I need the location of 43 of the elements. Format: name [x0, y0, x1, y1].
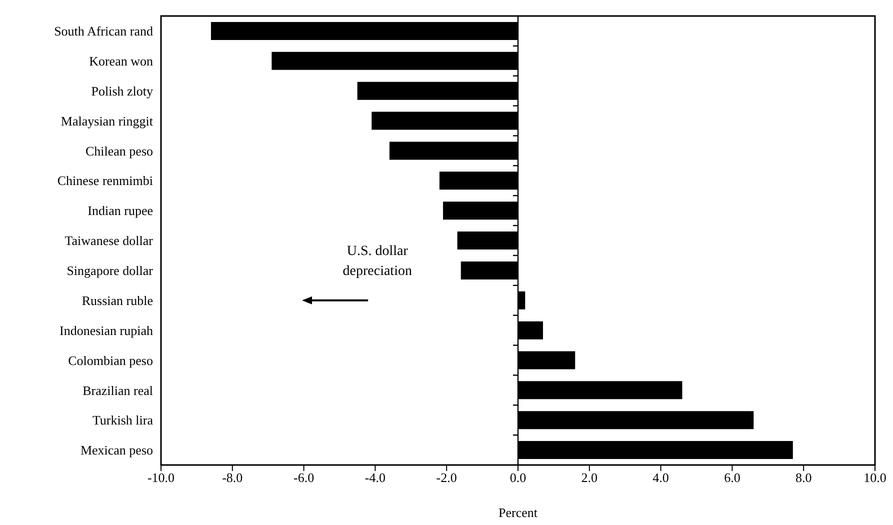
y-tick-label: Turkish lira [92, 412, 154, 428]
bar [518, 321, 543, 340]
bar [357, 82, 518, 100]
x-tick-label: -4.0 [364, 470, 386, 486]
bar [443, 202, 518, 220]
bar [457, 232, 518, 250]
x-tick-label: -10.0 [147, 470, 175, 486]
x-tick-label: 4.0 [652, 470, 669, 486]
x-tick-label: -6.0 [294, 470, 314, 486]
bar [389, 142, 518, 160]
y-tick-label: Polish zloty [91, 83, 154, 98]
bar [518, 411, 754, 430]
x-tick-label: 6.0 [724, 470, 740, 486]
annotation: U.S. dollar depreciation [342, 242, 413, 281]
y-tick-label: Taiwanese dollar [64, 233, 154, 248]
bar [210, 22, 518, 40]
y-tick-label: Indonesian rupiah [59, 322, 154, 338]
bar [372, 112, 518, 130]
y-tick-label: Malaysian ringgit [60, 113, 154, 128]
x-tick-label: 8.0 [795, 470, 812, 486]
y-tick-label: Mexican peso [80, 442, 153, 458]
bar [518, 291, 526, 310]
bar [460, 261, 518, 280]
bar [518, 381, 682, 400]
bar [518, 351, 576, 370]
x-tick-label: -2.0 [436, 470, 457, 486]
y-tick-label: South African rand [54, 24, 154, 39]
x-axis-title: Percent [498, 505, 538, 520]
bar [272, 52, 518, 70]
x-tick-label: 10.0 [864, 470, 886, 486]
bar [518, 441, 793, 460]
x-tick-label: 0.0 [510, 470, 526, 486]
y-tick-label: Singapore dollar [66, 263, 154, 278]
x-tick-label: -8.0 [222, 470, 243, 486]
y-tick-label: Brazilian real [82, 382, 154, 398]
y-tick-label: Chilean peso [85, 143, 153, 158]
bar [439, 172, 518, 190]
y-tick-label: Korean won [89, 54, 154, 69]
x-tick-label: 2.0 [581, 470, 598, 486]
y-tick-label: Russian ruble [82, 292, 154, 308]
y-tick-label: Chinese renmimbi [57, 173, 154, 188]
y-tick-label: Indian rupee [88, 203, 154, 218]
y-tick-label: Colombian peso [68, 352, 153, 368]
